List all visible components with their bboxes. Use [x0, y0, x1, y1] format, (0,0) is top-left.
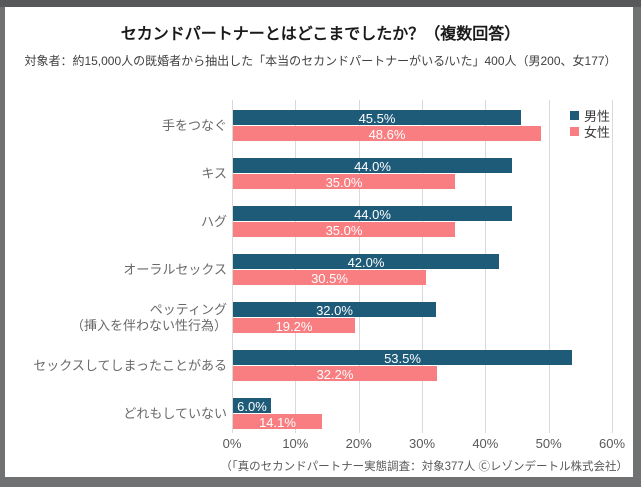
- bar-value-label: 32.2%: [316, 367, 354, 382]
- category-label: ペッティング （挿入を伴わない性行為）: [70, 301, 227, 333]
- bar-男性: [233, 206, 512, 221]
- bar-value-label: 14.1%: [259, 415, 296, 430]
- frame-top-border: [0, 0, 641, 7]
- x-axis-tick-label: 0%: [222, 436, 242, 451]
- bar-男性: [233, 350, 572, 365]
- legend-label: 男性: [584, 109, 611, 124]
- bar-男性: [233, 398, 271, 413]
- bar-value-label: 6.0%: [237, 399, 267, 414]
- bar-女性: [233, 126, 541, 141]
- chart-title: セカンドパートナーとはどこまでしたか？（複数回答）: [120, 26, 521, 43]
- source-note: （「真のセカンドパートナー実態調査：対象377人 Ⓒレゾンデートル株式会社）: [220, 461, 628, 473]
- category-label: セックスしてしまったことがある: [33, 357, 227, 373]
- bar-男性: [233, 302, 436, 317]
- x-axis-tick-label: 30%: [408, 436, 436, 451]
- bar-value-label: 53.5%: [384, 351, 421, 366]
- chart-subtitle: 対象者：約15,000人の既婚者から抽出した「本当のセカンドパートナーがいる/い…: [24, 54, 617, 68]
- legend-swatch-icon: [570, 111, 579, 120]
- chart-panel: [5, 7, 633, 477]
- bar-value-label: 44.0%: [354, 207, 391, 222]
- bar-value-label: 45.5%: [358, 111, 396, 126]
- bar-value-label: 35.0%: [325, 223, 363, 238]
- legend-label: 女性: [584, 125, 611, 140]
- bar-value-label: 30.5%: [311, 271, 348, 286]
- bar-女性: [233, 270, 426, 285]
- x-axis-tick-label: 60%: [598, 436, 626, 451]
- category-label: 手をつなぐ: [161, 117, 227, 133]
- category-label: キス: [201, 165, 227, 181]
- gridline: [612, 100, 613, 433]
- bar-value-label: 42.0%: [347, 255, 385, 270]
- bar-value-label: 19.2%: [275, 319, 313, 334]
- bar-value-label: 48.6%: [368, 127, 406, 142]
- bar-男性: [233, 254, 499, 269]
- category-label: どれもしていない: [123, 405, 227, 421]
- bar-value-label: 44.0%: [354, 159, 391, 174]
- bar-男性: [233, 110, 521, 125]
- bar-女性: [233, 222, 455, 237]
- bar-女性: [233, 366, 437, 381]
- bar-女性: [233, 318, 355, 333]
- legend-item-男性: 男性: [570, 108, 611, 124]
- category-label: ハグ: [200, 213, 227, 229]
- x-axis-tick-label: 20%: [345, 436, 372, 451]
- bar-value-label: 32.0%: [316, 303, 353, 318]
- gridline: [548, 100, 550, 433]
- x-axis-tick-label: 50%: [535, 436, 562, 451]
- bar-女性: [233, 414, 322, 429]
- bar-男性: [233, 158, 512, 173]
- legend-item-女性: 女性: [570, 124, 611, 140]
- legend: 男性 女性: [570, 108, 610, 140]
- legend-swatch-icon: [570, 127, 579, 136]
- x-axis-tick-label: 10%: [282, 436, 309, 451]
- bar-女性: [233, 174, 455, 189]
- x-axis-tick-label: 40%: [472, 436, 499, 451]
- category-label: オーラルセックス: [123, 261, 227, 277]
- gridline: [232, 100, 233, 433]
- bar-value-label: 35.0%: [325, 175, 363, 190]
